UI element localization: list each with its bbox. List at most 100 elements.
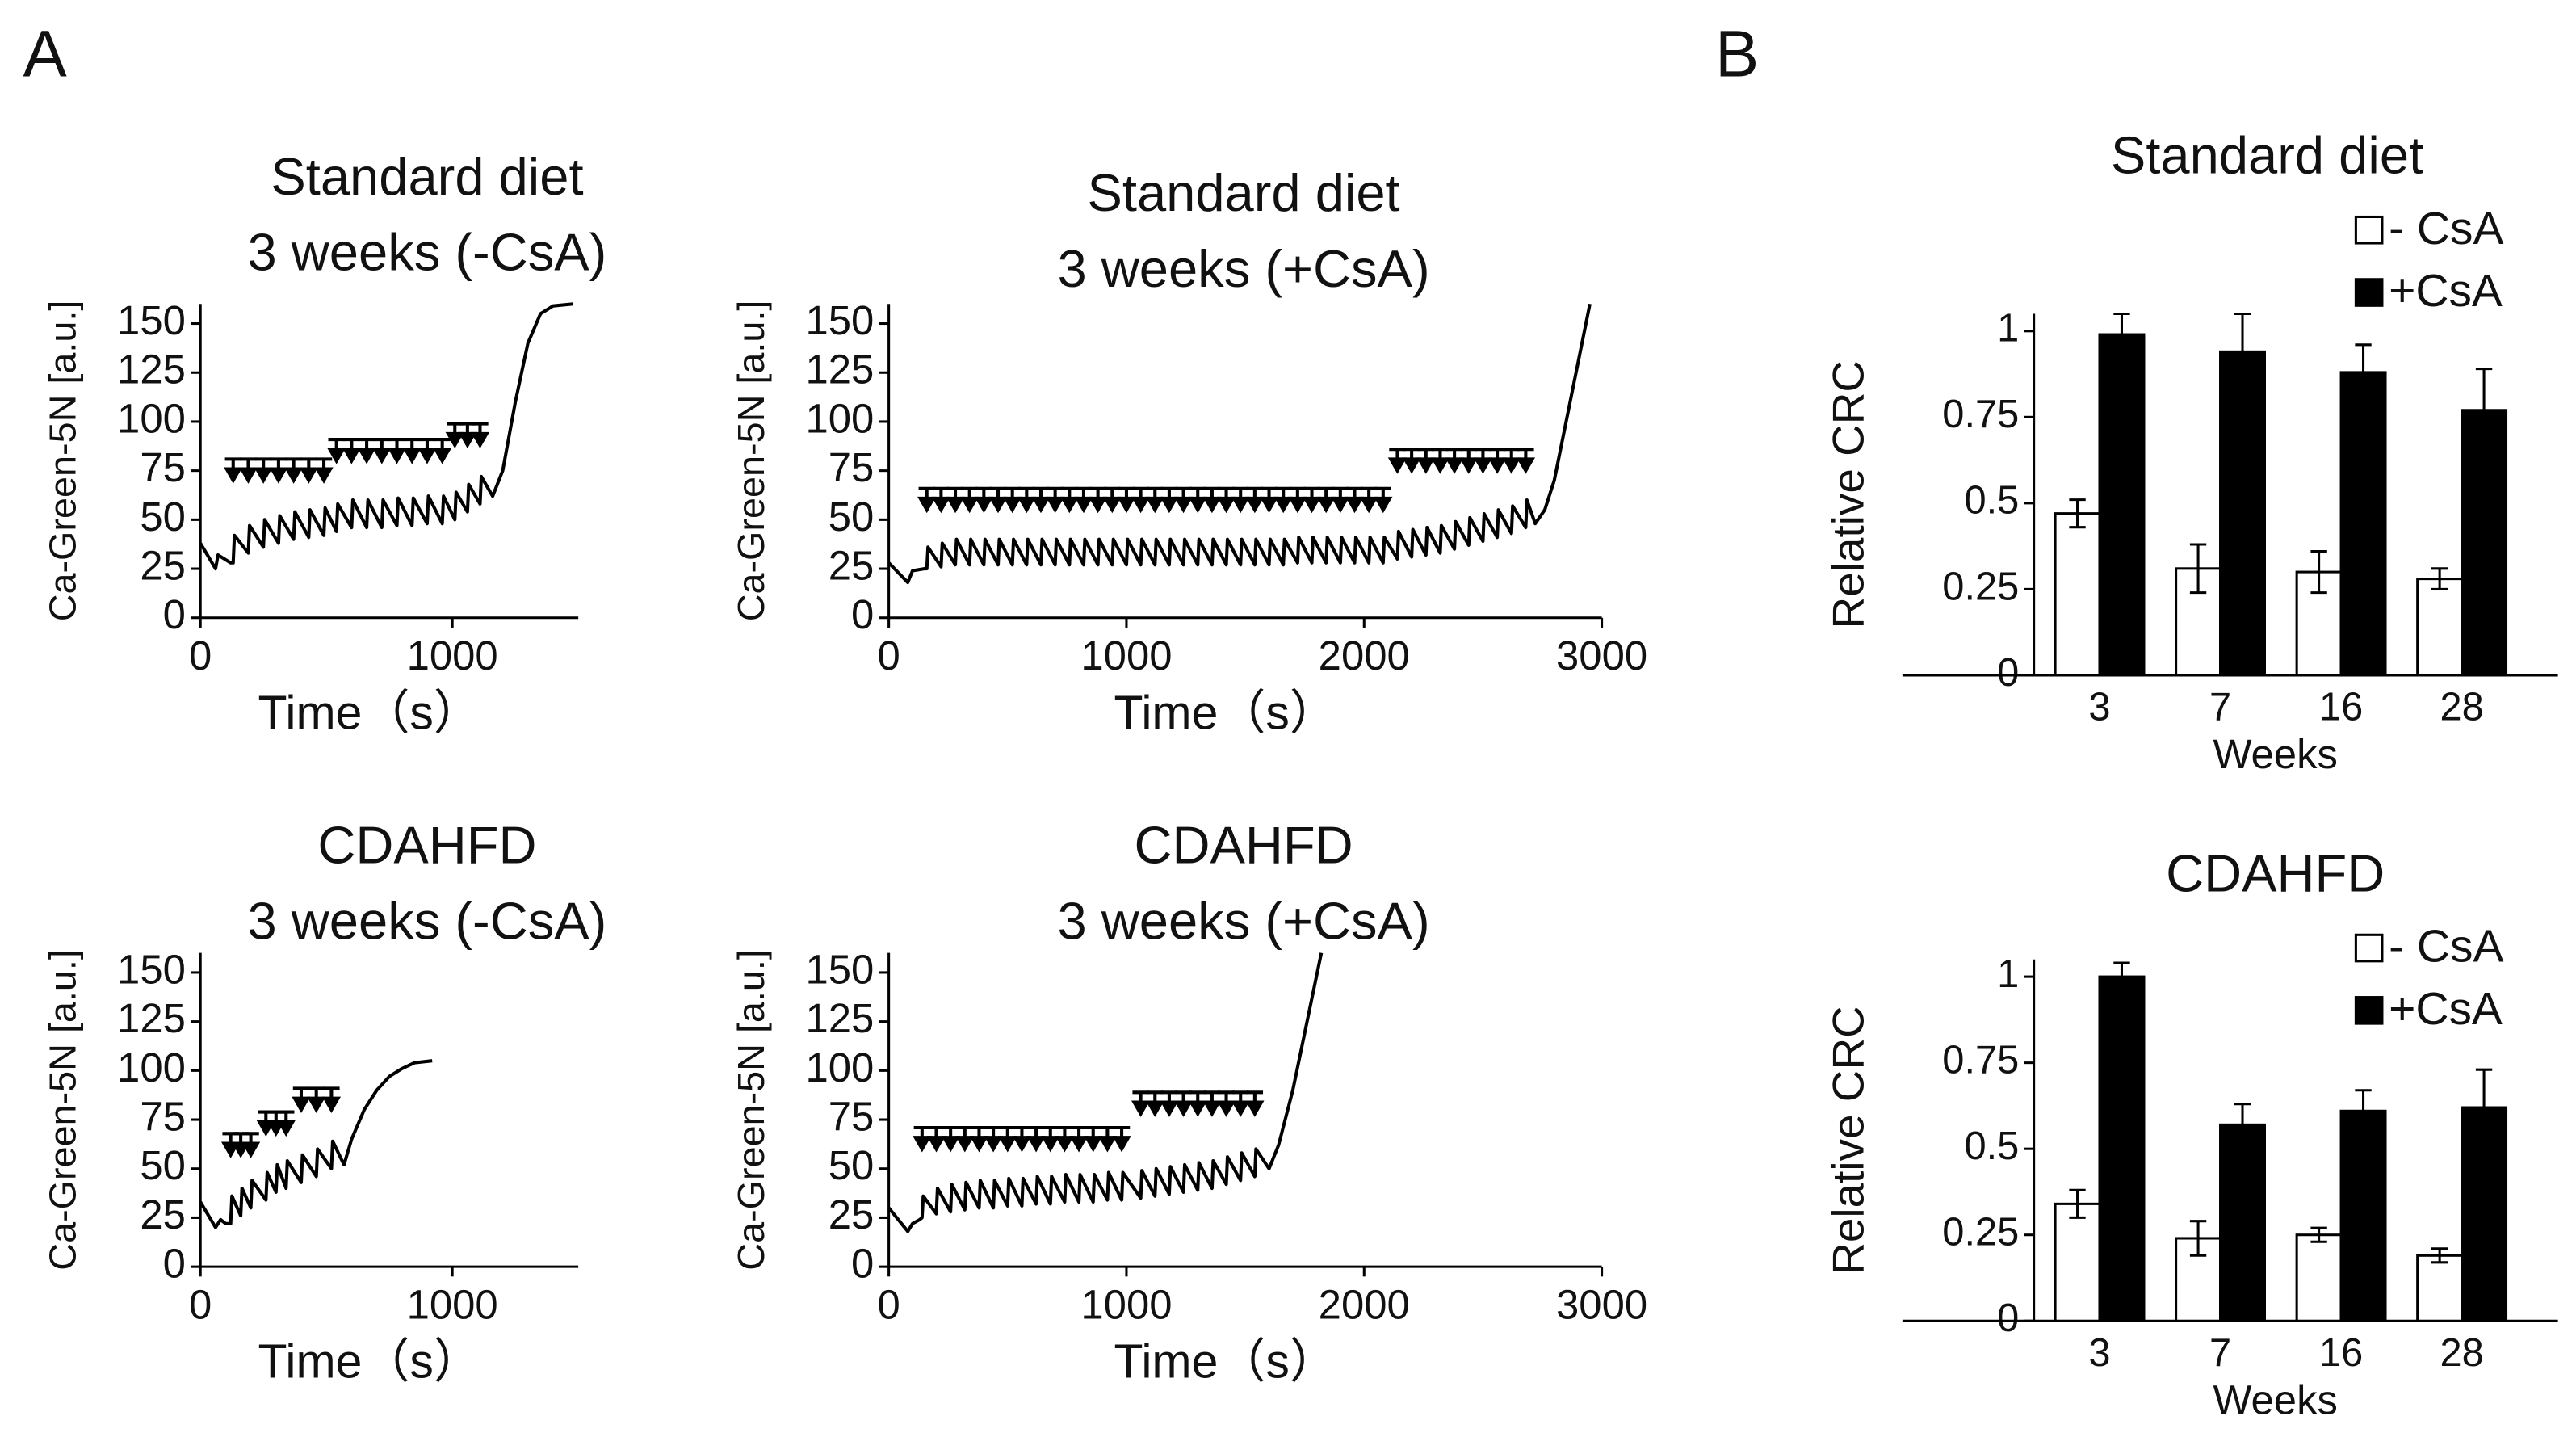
y-tick-label: 1: [1997, 952, 2019, 996]
x-tick-label: 2000: [1319, 632, 1410, 679]
y-tick-label: 25: [140, 542, 186, 588]
addition-arrow: [1117, 486, 1136, 514]
legend-label: - CsA: [2389, 203, 2503, 254]
x-tick-label: 28: [2440, 1331, 2483, 1375]
y-tick-label: 0: [851, 1241, 874, 1287]
x-axis-label: Time（s）: [1114, 1335, 1336, 1389]
addition-arrow: [238, 457, 258, 484]
x-tick-label: 7: [2209, 686, 2231, 729]
bar: [2098, 975, 2146, 1322]
addition-arrow: [1387, 448, 1408, 474]
error-bar: [2431, 1247, 2448, 1264]
error-bar: [2475, 368, 2493, 453]
trace: [199, 302, 574, 571]
error-bar: [2310, 549, 2327, 595]
bar: [2295, 1233, 2343, 1322]
addition-arrow: [1487, 448, 1507, 474]
x-tick-label: 3000: [1556, 632, 1647, 679]
error-bar: [2069, 498, 2086, 529]
addition-arrow: [269, 457, 288, 484]
y-axis-label: Ca-Green-5N [a.u.]: [42, 949, 84, 1271]
addition-arrow: [1445, 448, 1464, 474]
x-tick-label: 3: [2088, 686, 2110, 729]
x-axis-label: Weeks: [2213, 731, 2337, 777]
y-tick-label: 50: [829, 1142, 875, 1188]
y-tick-label: 75: [829, 1093, 875, 1139]
x-tick-label: 0: [189, 1281, 212, 1327]
error-bar: [2189, 1220, 2207, 1257]
y-tick-label: 125: [117, 995, 186, 1041]
addition-arrow: [283, 457, 304, 484]
bar: [2416, 578, 2464, 677]
y-axis-label: Relative CRC: [1823, 360, 1873, 629]
addition-arrow: [1473, 448, 1493, 474]
addition-arrow: [974, 486, 994, 514]
addition-arrow: [969, 1125, 989, 1153]
addition-arrow: [1416, 448, 1436, 474]
addition-arrow: [357, 438, 376, 464]
addition-arrow: [955, 1125, 975, 1153]
trace: [199, 1059, 433, 1229]
error-bar: [2069, 1188, 2086, 1219]
addition-arrow: [1003, 486, 1022, 514]
chart-subtitle: 3 weeks (-CsA): [248, 222, 607, 281]
error-bar: [2189, 543, 2207, 595]
y-tick-label: 75: [140, 444, 186, 490]
y-tick-label: 0: [163, 1241, 186, 1287]
y-tick-label: 150: [805, 946, 874, 992]
addition-arrow: [241, 1132, 261, 1158]
y-tick-label: 50: [140, 1142, 186, 1188]
bar: [2054, 1202, 2101, 1322]
addition-arrow: [224, 457, 243, 484]
y-tick-label: 150: [117, 297, 186, 343]
error-bar: [2475, 1068, 2493, 1147]
y-tick-label: 25: [829, 1191, 875, 1238]
addition-arrow: [1074, 486, 1093, 514]
error-bar: [2113, 961, 2130, 992]
y-tick-label: 1: [1997, 307, 2019, 351]
addition-arrow: [342, 438, 362, 464]
addition-arrow: [1231, 486, 1250, 514]
addition-arrow: [1502, 448, 1521, 474]
bar: [2098, 333, 2146, 677]
error-bar: [2234, 312, 2251, 391]
addition-arrow: [931, 486, 951, 514]
addition-arrow: [1359, 486, 1378, 514]
y-tick-label: 75: [140, 1093, 186, 1139]
addition-arrow: [1055, 1125, 1075, 1153]
legend-marker: [2354, 278, 2384, 307]
addition-arrow: [254, 457, 273, 484]
addition-arrow: [998, 1125, 1017, 1153]
y-tick-label: 25: [829, 542, 875, 588]
y-tick-label: 0: [163, 591, 186, 637]
x-tick-label: 7: [2209, 1331, 2231, 1375]
y-tick-label: 0.5: [1964, 479, 2019, 523]
addition-arrow: [1316, 486, 1336, 514]
y-tick-label: 0: [1997, 651, 2019, 695]
trace: [887, 952, 1324, 1233]
addition-arrow: [314, 457, 334, 484]
addition-arrow: [1374, 486, 1393, 514]
y-axis-label: Relative CRC: [1823, 1006, 1873, 1275]
x-tick-label: 0: [189, 632, 212, 679]
y-tick-label: 0.25: [1942, 565, 2019, 608]
y-tick-label: 75: [829, 444, 875, 490]
addition-arrow: [1516, 448, 1536, 474]
bar: [2054, 512, 2101, 677]
addition-arrow: [1112, 1125, 1131, 1153]
addition-arrow: [1026, 1125, 1046, 1153]
addition-arrow: [946, 486, 965, 514]
legend-label: +CsA: [2389, 983, 2503, 1035]
y-tick-label: 50: [829, 494, 875, 540]
addition-arrow: [1046, 486, 1065, 514]
addition-arrow: [1145, 1090, 1164, 1117]
error-bar: [2310, 1226, 2327, 1243]
addition-arrow: [1173, 486, 1194, 514]
chart-title: Standard diet: [2111, 125, 2423, 184]
y-tick-label: 50: [140, 494, 186, 540]
y-tick-label: 0.5: [1964, 1124, 2019, 1168]
x-tick-label: 1000: [1080, 1281, 1172, 1327]
addition-arrow: [1259, 486, 1279, 514]
x-axis-label: Weeks: [2213, 1376, 2337, 1422]
